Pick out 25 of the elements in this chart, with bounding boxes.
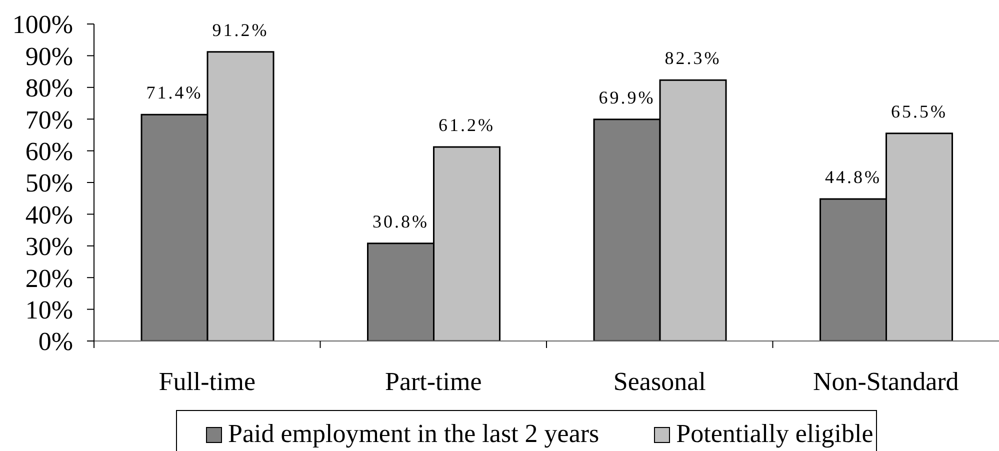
x-tick-label: Full-time xyxy=(158,367,256,396)
data-label: 91.2% xyxy=(212,20,269,40)
y-tick-label: 100% xyxy=(12,10,73,40)
data-label: 30.8% xyxy=(372,211,430,232)
data-label: 65.5% xyxy=(891,101,948,122)
data-label: 44.8% xyxy=(825,166,882,187)
y-tick-label: 0% xyxy=(38,327,73,356)
y-tick-label: 20% xyxy=(25,264,73,293)
y-tick-label: 90% xyxy=(25,42,73,71)
y-tick-label: 40% xyxy=(25,200,73,230)
x-tick-label: Seasonal xyxy=(613,367,706,396)
data-label: 69.9% xyxy=(598,87,656,108)
y-tick-label: 80% xyxy=(25,74,73,103)
data-label: 71.4% xyxy=(146,82,203,103)
y-tick-label: 30% xyxy=(25,232,73,262)
y-tick-label: 60% xyxy=(25,137,73,166)
x-tick-label: Part-time xyxy=(384,367,482,396)
y-tick-label: 10% xyxy=(25,296,73,325)
y-tick-label: 50% xyxy=(25,168,73,198)
legend-label: Potentially eligible xyxy=(676,419,874,449)
x-tick-label: Non-Standard xyxy=(812,367,959,396)
legend-label: Paid employment in the last 2 years xyxy=(228,419,600,449)
y-tick-label: 70% xyxy=(25,105,73,134)
data-label: 82.3% xyxy=(664,48,722,68)
data-label: 61.2% xyxy=(438,114,496,135)
